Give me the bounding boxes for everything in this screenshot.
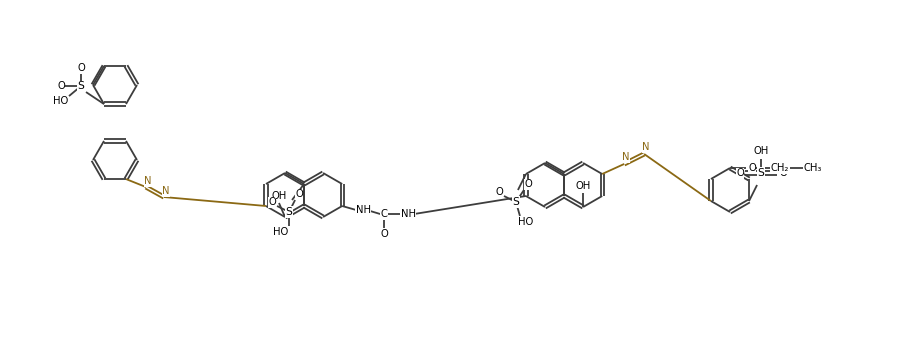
Text: OH: OH xyxy=(576,181,590,191)
Text: N: N xyxy=(623,152,630,162)
Text: O: O xyxy=(57,81,64,91)
Text: O: O xyxy=(495,187,503,197)
Text: CH₂: CH₂ xyxy=(771,163,789,173)
Text: O: O xyxy=(380,229,388,239)
Text: S: S xyxy=(758,168,764,178)
Text: S: S xyxy=(77,81,85,91)
Text: O: O xyxy=(268,197,276,207)
Text: O: O xyxy=(295,189,303,199)
Text: O: O xyxy=(736,168,744,178)
Text: HO: HO xyxy=(53,96,69,106)
Text: S: S xyxy=(286,207,293,217)
Text: N: N xyxy=(145,176,152,186)
Text: C: C xyxy=(380,209,388,219)
Text: OH: OH xyxy=(272,191,286,201)
Text: NH: NH xyxy=(356,205,370,215)
Text: O: O xyxy=(779,168,787,178)
Text: HO: HO xyxy=(519,217,533,227)
Text: S: S xyxy=(512,197,519,207)
Text: O: O xyxy=(524,179,531,189)
Text: OH: OH xyxy=(753,146,769,156)
Text: N: N xyxy=(643,142,650,152)
Text: HO: HO xyxy=(274,227,288,237)
Text: O: O xyxy=(748,163,756,173)
Text: N: N xyxy=(162,186,169,196)
Text: O: O xyxy=(77,63,85,73)
Text: NH: NH xyxy=(401,209,415,219)
Text: CH₃: CH₃ xyxy=(804,163,822,173)
